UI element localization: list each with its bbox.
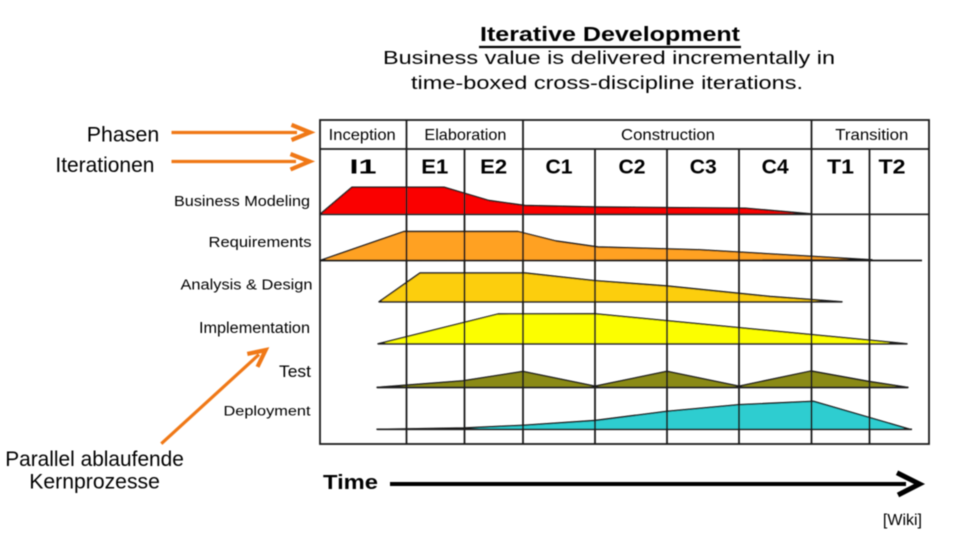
svg-text:E2: E2 xyxy=(480,157,507,179)
svg-text:Business value is delivered in: Business value is delivered incrementall… xyxy=(383,48,835,68)
svg-text:T2: T2 xyxy=(879,157,906,179)
svg-text:T1: T1 xyxy=(827,157,854,179)
svg-text:C2: C2 xyxy=(619,157,646,179)
svg-text:Kernprozesse: Kernprozesse xyxy=(29,470,160,493)
svg-text:Phasen: Phasen xyxy=(87,123,159,146)
svg-text:C3: C3 xyxy=(690,157,717,179)
svg-text:Analysis & Design: Analysis & Design xyxy=(181,277,313,294)
svg-text:Elaboration: Elaboration xyxy=(424,127,506,144)
svg-text:[Wiki]: [Wiki] xyxy=(883,512,922,529)
svg-text:I1: I1 xyxy=(350,157,377,179)
svg-text:Iterationen: Iterationen xyxy=(55,154,154,177)
svg-text:Iterative Development: Iterative Development xyxy=(480,24,740,46)
svg-text:C4: C4 xyxy=(762,157,790,179)
svg-text:Test: Test xyxy=(279,363,311,381)
svg-text:C1: C1 xyxy=(546,157,573,179)
svg-text:Time: Time xyxy=(323,471,378,494)
svg-text:Requirements: Requirements xyxy=(209,235,312,251)
svg-text:Implementation: Implementation xyxy=(199,320,310,337)
svg-text:time-boxed cross-discipline it: time-boxed cross-discipline iterations. xyxy=(411,73,803,93)
svg-text:Parallel ablaufende: Parallel ablaufende xyxy=(5,448,184,471)
svg-text:Business Modeling: Business Modeling xyxy=(174,193,310,210)
svg-text:E1: E1 xyxy=(421,157,448,179)
svg-text:Inception: Inception xyxy=(329,127,396,144)
svg-text:Transition: Transition xyxy=(835,127,908,144)
svg-text:Deployment: Deployment xyxy=(224,404,311,419)
svg-text:Construction: Construction xyxy=(621,127,715,144)
